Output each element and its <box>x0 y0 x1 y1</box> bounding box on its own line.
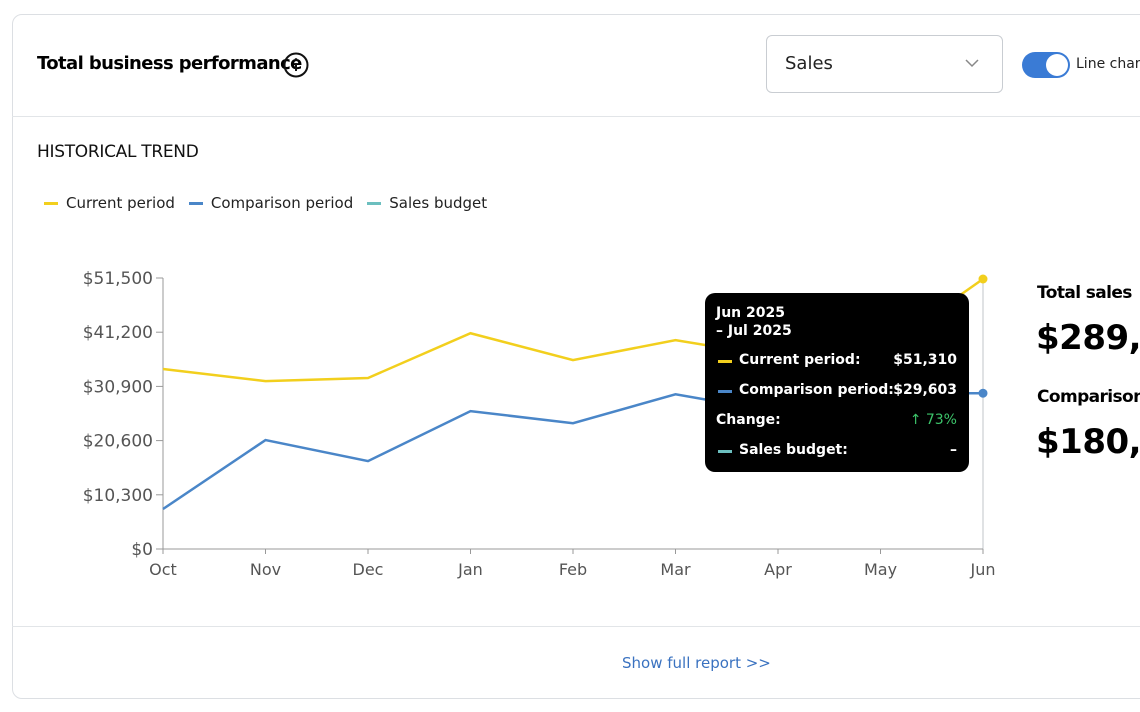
legend-swatch <box>367 201 382 205</box>
info-icon[interactable] <box>283 52 311 80</box>
divider <box>12 626 1140 627</box>
legend-swatch <box>44 201 58 205</box>
y-tick-label: $51,500 <box>83 269 153 289</box>
tooltip-value: $29,603 <box>893 382 957 398</box>
tooltip-swatch <box>718 390 732 393</box>
legend-label: Comparison period <box>210 194 354 212</box>
summary-value: $180,1 <box>1036 422 1140 462</box>
tooltip-label: Comparison period: <box>739 382 894 398</box>
x-tick-label: Jun <box>970 560 996 579</box>
legend-item: Comparison period <box>188 194 354 212</box>
hover-dot <box>978 274 988 284</box>
tooltip-subtitle: – Jul 2025 <box>716 323 792 339</box>
x-tick-label: May <box>864 560 897 579</box>
y-tick-label: $0 <box>131 540 153 560</box>
x-tick-label: Dec <box>353 560 384 579</box>
legend-label: Current period <box>66 194 175 212</box>
hover-dot <box>978 388 988 398</box>
x-tick-label: Oct <box>149 560 177 579</box>
y-tick-label: $41,200 <box>83 323 153 343</box>
y-tick-label: $20,600 <box>83 432 153 452</box>
tooltip-value: ↑ 73% <box>909 412 957 428</box>
x-tick-label: Jan <box>457 560 483 579</box>
dropdown-value: Sales <box>785 53 833 74</box>
footer-link[interactable]: Show full report >> <box>622 654 771 672</box>
tooltip-swatch <box>718 450 732 453</box>
legend-label: Sales budget <box>389 194 488 212</box>
tooltip-swatch <box>718 360 732 363</box>
legend-item: Current period <box>44 194 175 212</box>
x-tick-label: Feb <box>559 560 587 579</box>
tooltip-value: – <box>950 442 957 458</box>
legend: Current period Comparison period Sales bud… <box>44 194 487 212</box>
summary-label: Comparison <box>1037 387 1140 407</box>
tooltip-title: Jun 2025 <box>716 305 785 321</box>
legend-item: Sales budget <box>367 194 487 212</box>
tooltip: Jun 2025 – Jul 2025 Current period: $51,3… <box>705 293 969 472</box>
y-tick-label: $10,300 <box>83 486 153 506</box>
x-tick-label: Nov <box>250 560 281 579</box>
tooltip-label: Change: <box>716 412 781 428</box>
summary-label: Total sales <box>1037 283 1132 303</box>
dropdown[interactable]: Sales <box>766 35 1003 93</box>
tooltip-label: Sales budget: <box>739 442 848 458</box>
divider <box>12 116 1140 117</box>
tooltip-value: $51,310 <box>893 352 957 368</box>
summary-value: $289,3 <box>1036 318 1140 358</box>
section-title: HISTORICAL TREND <box>37 142 199 162</box>
toggle[interactable] <box>1022 52 1070 78</box>
card <box>12 14 1140 699</box>
y-tick-label: $30,900 <box>83 377 153 397</box>
x-tick-label: Apr <box>764 560 792 579</box>
toggle-label: Line char <box>1076 56 1140 72</box>
toggle-knob <box>1046 54 1068 76</box>
x-tick-label: Mar <box>660 560 691 579</box>
legend-swatch <box>188 201 203 205</box>
chevron <box>965 59 979 68</box>
card-title: Total business performance <box>37 53 302 74</box>
tooltip-label: Current period: <box>739 352 861 368</box>
